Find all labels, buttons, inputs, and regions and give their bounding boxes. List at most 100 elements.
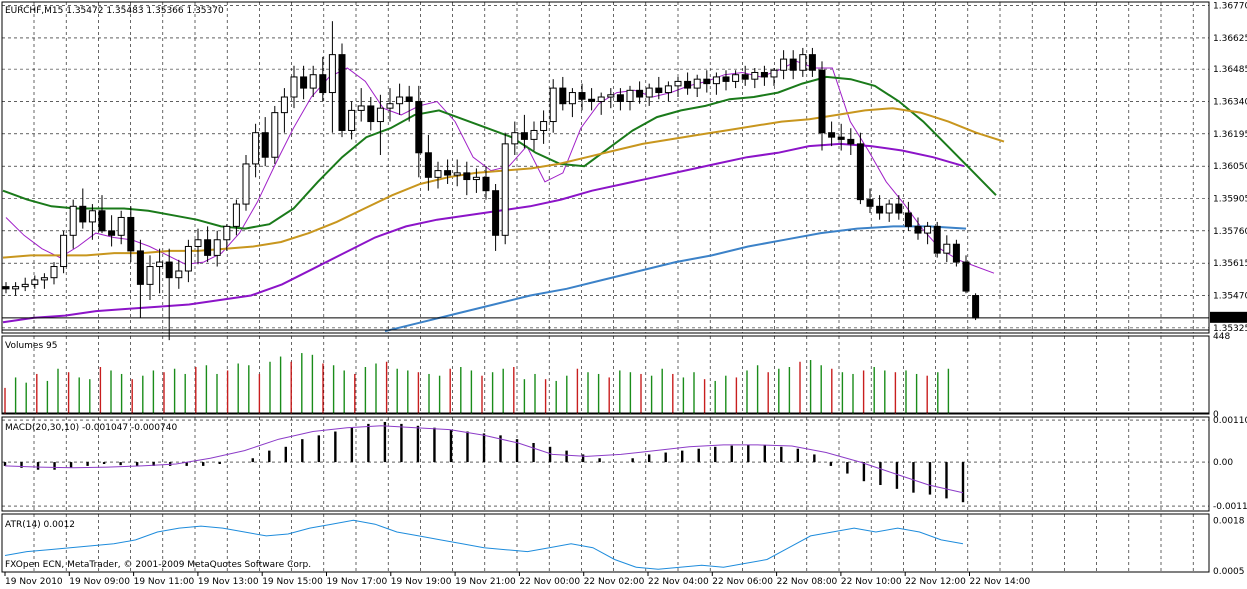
atr-tick-label: 0.0005 <box>1213 567 1245 577</box>
bull-candle <box>252 132 260 165</box>
bear-candle <box>876 205 884 214</box>
bull-candle <box>357 105 365 111</box>
bear-candle <box>444 170 452 176</box>
atr-tick-label: 0.0018 <box>1213 516 1245 526</box>
bull-candle <box>732 74 740 82</box>
bear-candle <box>482 176 490 192</box>
bear-candle <box>837 136 845 140</box>
bear-candle <box>741 74 749 80</box>
bear-candle <box>136 250 144 285</box>
bull-candle <box>943 243 951 254</box>
bear-candle <box>808 54 816 71</box>
time-tick-label: 22 Nov 06:00 <box>712 577 773 587</box>
bear-candle <box>98 210 106 232</box>
bear-candle <box>636 89 644 98</box>
current-price-box <box>1210 311 1247 323</box>
bull-candle <box>712 76 720 85</box>
atr-panel[interactable] <box>4 519 964 570</box>
time-tick-label: 19 Nov 13:00 <box>198 577 259 587</box>
moving-average-line <box>2 75 997 230</box>
copyright-text: FXOpen ECN, MetaTrader, © 2001-2009 Meta… <box>5 560 311 570</box>
time-tick-label: 19 Nov 11:00 <box>134 577 195 587</box>
bull-candle <box>664 85 672 94</box>
price-tick-label: 1.35760 <box>1213 227 1247 237</box>
bear-candle <box>904 212 912 227</box>
bull-candle <box>472 176 480 181</box>
bull-candle <box>386 103 394 109</box>
bear-candle <box>789 58 797 71</box>
bull-candle <box>540 121 548 131</box>
macd-tick-label: 0.00110 <box>1213 416 1247 426</box>
price-tick-label: 1.35470 <box>1213 292 1247 302</box>
price-tick-label: 1.36050 <box>1213 162 1247 172</box>
bull-candle <box>434 170 442 178</box>
bull-candle <box>530 129 538 140</box>
price-panel[interactable] <box>2 21 1209 341</box>
bear-candle <box>319 74 327 94</box>
bear-candle <box>818 69 826 134</box>
price-tick-label: 1.36625 <box>1213 34 1247 44</box>
price-tick-label: 1.35325 <box>1213 324 1247 334</box>
bear-candle <box>578 92 586 100</box>
bear-candle <box>972 295 980 319</box>
macd-panel[interactable] <box>3 421 965 503</box>
bear-candle <box>79 205 87 223</box>
bear-candle <box>933 225 941 254</box>
bull-candle <box>309 74 317 89</box>
bear-candle <box>962 261 970 292</box>
bull-candle <box>799 54 807 71</box>
volume-title: Volumes 95 <box>5 341 57 351</box>
time-tick-label: 22 Nov 14:00 <box>970 577 1031 587</box>
bull-candle <box>232 203 240 227</box>
bull-candle <box>396 96 404 105</box>
bull-candle <box>117 216 125 236</box>
bull-candle <box>328 54 336 94</box>
current-price-label: 1.35370 <box>1212 314 1247 324</box>
bull-candle <box>60 234 68 268</box>
bull-candle <box>242 163 250 205</box>
bear-candle <box>492 190 500 236</box>
bear-candle <box>367 105 375 123</box>
bull-candle <box>770 69 778 78</box>
bull-candle <box>885 203 893 214</box>
macd-tick-label: 0.00 <box>1213 458 1233 468</box>
bear-candle <box>165 261 173 279</box>
bull-candle <box>88 210 96 223</box>
bear-candle <box>415 100 423 154</box>
price-tick-label: 1.36770 <box>1213 2 1247 12</box>
time-tick-label: 22 Nov 00:00 <box>519 577 580 587</box>
bear-candle <box>847 138 855 145</box>
bull-candle <box>348 109 356 131</box>
bull-candle <box>213 239 221 256</box>
bull-candle <box>626 89 634 102</box>
volume-panel[interactable] <box>2 353 1209 414</box>
bull-candle <box>501 143 509 236</box>
bull-candle <box>184 245 192 272</box>
bear-candle <box>108 230 116 236</box>
price-tick-label: 1.36485 <box>1213 65 1247 75</box>
bull-candle <box>146 266 154 285</box>
chart-grid <box>1 1 1210 573</box>
axis-labels: 1.35325 1.35470 1.35615 1.35760 1.35905 1.360… <box>4 2 1247 587</box>
time-tick-label: 22 Nov 12:00 <box>905 577 966 587</box>
bear-candle <box>760 71 768 78</box>
time-tick-label: 22 Nov 10:00 <box>841 577 902 587</box>
bear-candle <box>338 54 346 131</box>
bull-candle <box>607 94 615 98</box>
bull-candle <box>645 87 653 98</box>
bear-candle <box>684 80 692 89</box>
bear-candle <box>204 239 212 256</box>
volume-tick-label: 0 <box>1213 410 1219 420</box>
atr-line <box>4 519 964 570</box>
bear-candle <box>300 76 308 89</box>
bull-candle <box>31 279 39 285</box>
bull-candle <box>271 112 279 158</box>
bear-candle <box>405 96 413 102</box>
bear-candle <box>559 87 567 105</box>
bull-candle <box>21 283 29 288</box>
bull-candle <box>12 286 20 290</box>
bull-candle <box>674 80 682 87</box>
bull-candle <box>376 107 384 123</box>
price-tick-label: 1.35615 <box>1213 259 1247 269</box>
